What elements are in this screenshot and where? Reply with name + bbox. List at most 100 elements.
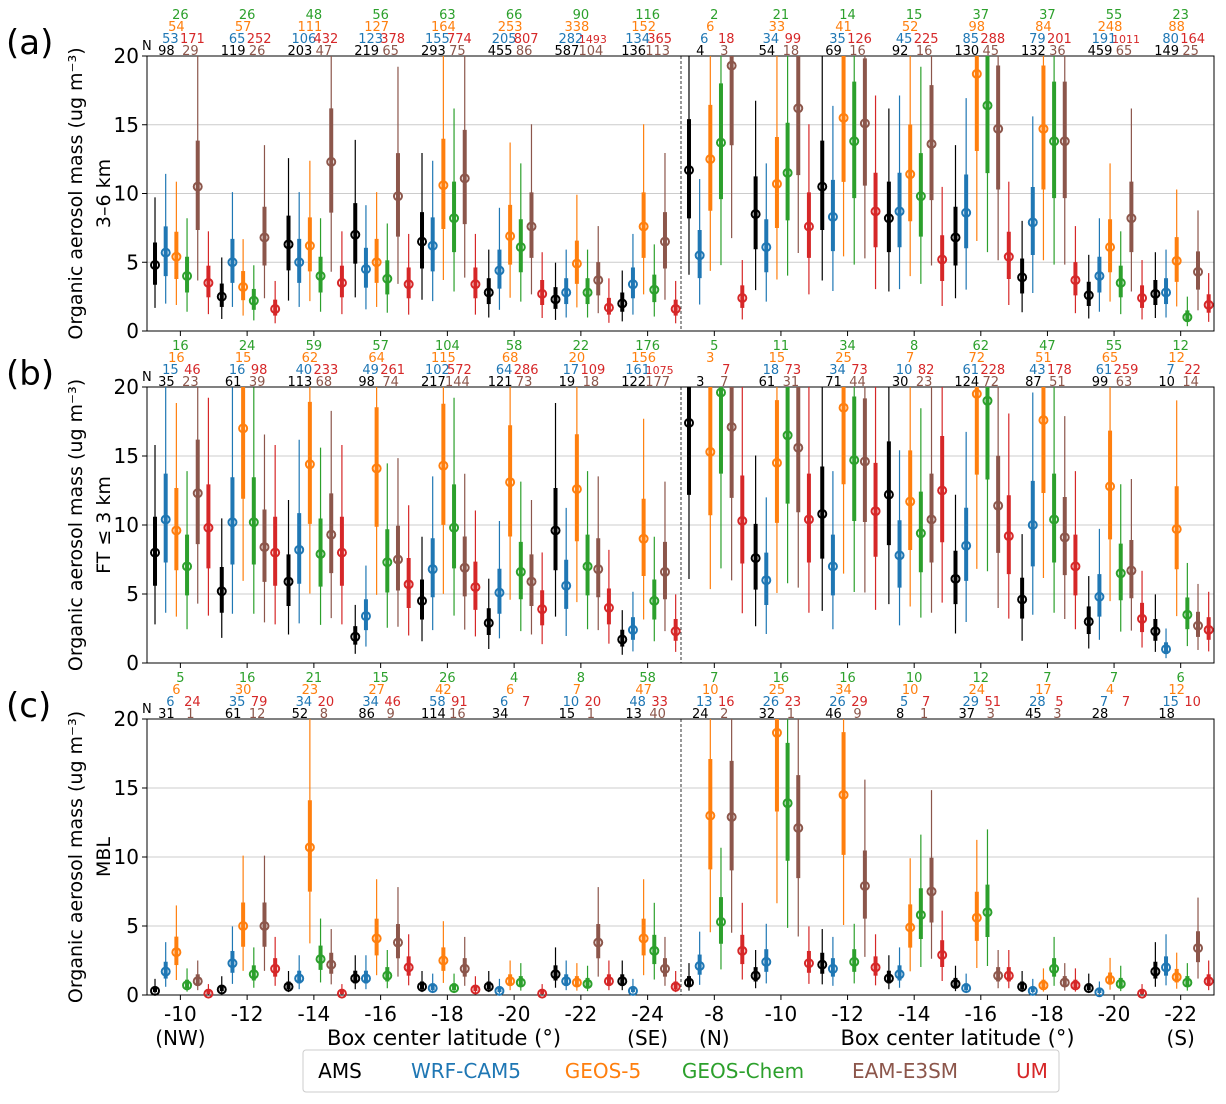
count-label-wrf-cam5: 15 bbox=[162, 363, 179, 378]
count-label-eam-e3sm: 104 bbox=[578, 44, 603, 59]
count-label-eam-e3sm: 1 bbox=[186, 707, 194, 722]
median-marker-geos-5 bbox=[1105, 974, 1116, 985]
count-label-um: 82 bbox=[918, 363, 935, 378]
median-marker-um bbox=[203, 522, 214, 533]
median-marker-ams bbox=[817, 959, 828, 970]
count-label-geos-chem: 55 bbox=[1106, 8, 1123, 23]
count-label-geos-chem: 8 bbox=[910, 339, 918, 354]
median-marker-eam-e3sm bbox=[793, 823, 804, 834]
count-label-ams: 15 bbox=[559, 707, 576, 722]
median-marker-geos-chem bbox=[649, 284, 660, 295]
count-label-eam-e3sm: 25 bbox=[1182, 44, 1199, 59]
median-marker-wrf-cam5 bbox=[694, 961, 705, 972]
count-label-um: 7 bbox=[922, 695, 930, 710]
median-marker-eam-e3sm bbox=[326, 529, 337, 540]
median-marker-geos-5 bbox=[505, 231, 516, 242]
median-marker-wrf-cam5 bbox=[627, 624, 638, 635]
median-marker-um bbox=[470, 984, 481, 995]
count-label-wrf-cam5: 7 bbox=[1100, 695, 1108, 710]
count-label-eam-e3sm: 31 bbox=[783, 375, 800, 390]
count-label-um: 178 bbox=[1047, 363, 1072, 378]
panel-b: 0 5 10 15 20 (b) Organic aerosol mass (ug m⁻³)… bbox=[6, 339, 1215, 675]
median-marker-geos-5 bbox=[304, 240, 315, 251]
count-label-wrf-cam5: 34 bbox=[296, 695, 313, 710]
median-marker-wrf-cam5 bbox=[761, 242, 772, 253]
median-marker-geos-5 bbox=[171, 525, 182, 536]
count-label-geos-chem: 5 bbox=[176, 671, 184, 686]
count-label-ams: 293 bbox=[421, 44, 446, 59]
median-marker-wrf-cam5 bbox=[427, 240, 438, 251]
median-marker-wrf-cam5 bbox=[294, 973, 305, 984]
panel-letter: (b) bbox=[6, 354, 54, 394]
median-marker-geos-5 bbox=[171, 251, 182, 262]
count-label-ams: 13 bbox=[625, 707, 642, 722]
y-tick-label: 15 bbox=[114, 776, 139, 800]
median-marker-geos-5 bbox=[438, 955, 449, 966]
y-axis-label-sub: 3–6 km bbox=[93, 159, 115, 228]
count-label-eam-e3sm: 86 bbox=[516, 44, 533, 59]
count-label-wrf-cam5: 29 bbox=[963, 695, 980, 710]
median-marker-geos-5 bbox=[238, 423, 249, 434]
median-marker-ams bbox=[216, 291, 227, 302]
median-marker-geos-5 bbox=[905, 496, 916, 507]
median-marker-geos-5 bbox=[505, 976, 516, 987]
count-label-ams: 98 bbox=[158, 44, 175, 59]
count-label-geos-chem: 24 bbox=[239, 339, 256, 354]
count-label-geos-chem: 7 bbox=[710, 671, 718, 686]
median-marker-geos-5 bbox=[438, 180, 449, 191]
count-label-geos-5: 64 bbox=[368, 351, 385, 366]
count-label-eam-e3sm: 44 bbox=[849, 375, 866, 390]
count-label-geos-5: 88 bbox=[1168, 20, 1185, 35]
count-label-ams: 459 bbox=[1088, 44, 1113, 59]
x-tick-label: -22 bbox=[1164, 1002, 1197, 1026]
median-marker-eam-e3sm bbox=[593, 937, 604, 948]
median-marker-geos-chem bbox=[382, 273, 393, 284]
median-marker-um bbox=[870, 506, 881, 517]
count-label-ams: 46 bbox=[825, 707, 842, 722]
count-label-ams: 124 bbox=[954, 375, 979, 390]
median-marker-ams bbox=[950, 232, 961, 243]
median-marker-eam-e3sm bbox=[659, 236, 670, 247]
median-marker-geos-chem bbox=[915, 909, 926, 920]
median-marker-geos-5 bbox=[371, 463, 382, 474]
median-marker-um bbox=[1070, 980, 1081, 991]
count-label-ams: 3 bbox=[696, 375, 704, 390]
count-label-geos-5: 156 bbox=[631, 351, 656, 366]
median-marker-um bbox=[270, 547, 281, 558]
median-marker-wrf-cam5 bbox=[561, 976, 572, 987]
count-label-ams: 122 bbox=[621, 375, 646, 390]
count-label-um: 807 bbox=[514, 32, 539, 47]
median-marker-eam-e3sm bbox=[192, 488, 203, 499]
count-label-geos-chem: 57 bbox=[372, 339, 389, 354]
count-label-wrf-cam5: 18 bbox=[763, 363, 780, 378]
y-tick-label: 5 bbox=[126, 250, 139, 274]
median-marker-geos-chem bbox=[182, 980, 193, 991]
median-marker-geos-5 bbox=[638, 933, 649, 944]
count-label-wrf-cam5: 53 bbox=[162, 32, 179, 47]
median-marker-geos-chem bbox=[382, 970, 393, 981]
count-label-um: 73 bbox=[851, 363, 868, 378]
count-label-geos-5: 42 bbox=[435, 683, 452, 698]
median-marker-wrf-cam5 bbox=[627, 279, 638, 290]
median-marker-geos-chem bbox=[382, 557, 393, 568]
median-marker-eam-e3sm bbox=[726, 811, 737, 822]
x-tick-label: -18 bbox=[431, 1002, 464, 1026]
median-marker-ams bbox=[283, 239, 294, 250]
x-end-label: (SE) bbox=[627, 1026, 668, 1050]
count-label-geos-5: 10 bbox=[902, 683, 919, 698]
n-label: N bbox=[142, 39, 152, 54]
count-label-eam-e3sm: 36 bbox=[1049, 44, 1066, 59]
median-marker-wrf-cam5 bbox=[227, 517, 238, 528]
count-label-eam-e3sm: 45 bbox=[983, 44, 1000, 59]
legend: AMS WRF-CAM5 GEOS-5 GEOS-Chem EAM-E3SM UM bbox=[302, 1049, 1060, 1093]
count-label-eam-e3sm: 75 bbox=[449, 44, 466, 59]
count-label-geos-chem: 104 bbox=[435, 339, 460, 354]
count-label-ams: 587 bbox=[554, 44, 579, 59]
median-marker-geos-chem bbox=[182, 271, 193, 281]
count-label-ams: 114 bbox=[421, 707, 446, 722]
median-marker-um bbox=[937, 485, 948, 496]
count-label-eam-e3sm: 74 bbox=[382, 375, 399, 390]
count-label-ams: 37 bbox=[959, 707, 976, 722]
count-label-ams: 4 bbox=[696, 44, 704, 59]
panel-letter: (c) bbox=[6, 686, 51, 726]
